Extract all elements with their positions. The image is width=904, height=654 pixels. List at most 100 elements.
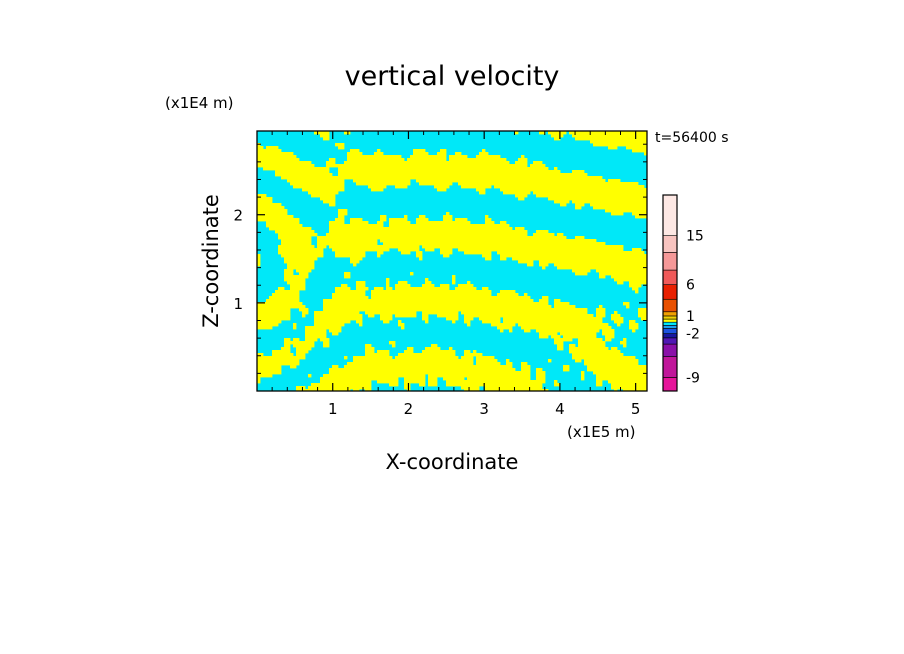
field-band <box>257 374 273 378</box>
field-band <box>575 137 647 141</box>
colorbar-tick-label: 6 <box>686 278 695 294</box>
x-tick-label: 4 <box>555 400 565 418</box>
field-band <box>569 344 576 348</box>
field-band <box>503 317 603 321</box>
colorbar-level <box>662 194 678 236</box>
field-band <box>257 260 261 264</box>
field-band <box>302 311 309 315</box>
field-band <box>563 365 570 369</box>
field-band <box>440 251 453 255</box>
field-band <box>281 254 324 258</box>
field-band <box>548 197 647 201</box>
field-band <box>611 383 647 387</box>
field-band <box>257 149 282 153</box>
field-band <box>629 326 639 330</box>
field-band <box>551 335 561 339</box>
field-band <box>440 248 453 252</box>
field-band <box>305 326 342 330</box>
colorbar-level <box>662 343 678 357</box>
field-band <box>371 296 531 300</box>
field-band <box>584 362 639 366</box>
field-band <box>296 353 306 357</box>
field-band <box>554 383 561 387</box>
field-band <box>284 269 294 273</box>
field-band <box>506 359 510 363</box>
field-band <box>575 359 582 363</box>
field-band <box>518 323 609 327</box>
field-band <box>257 155 297 159</box>
field-band <box>458 248 624 252</box>
field-band <box>338 209 348 213</box>
field-band <box>407 347 414 351</box>
colorbar-level <box>662 284 678 300</box>
field-band <box>308 386 372 390</box>
field-band <box>536 230 549 234</box>
field-band <box>482 287 489 291</box>
field-band <box>338 215 345 219</box>
field-band <box>425 281 432 285</box>
field-band <box>452 278 456 282</box>
field-band <box>329 329 342 333</box>
field-band <box>398 320 402 324</box>
field-band <box>371 188 384 192</box>
field-band <box>536 377 546 381</box>
field-band <box>638 308 647 312</box>
field-band <box>272 293 300 297</box>
field-band <box>425 320 429 324</box>
field-band <box>602 332 615 336</box>
field-band <box>257 215 294 219</box>
field-band <box>323 308 588 312</box>
field-band <box>614 278 647 282</box>
field-band <box>464 350 471 354</box>
field-band <box>554 338 573 342</box>
field-band <box>257 371 282 375</box>
field-band <box>578 341 606 345</box>
field-band <box>380 314 393 318</box>
field-band <box>350 260 360 264</box>
field-band <box>575 203 585 207</box>
field-band <box>449 155 468 159</box>
colorbar-level <box>662 235 678 253</box>
field-band <box>284 344 291 348</box>
field-band <box>326 164 528 168</box>
field-band <box>485 221 495 225</box>
field-band <box>377 221 384 225</box>
field-band <box>314 311 360 315</box>
field-band <box>338 146 345 150</box>
field-band <box>485 386 543 390</box>
field-band <box>323 137 330 141</box>
field-band <box>398 248 420 252</box>
field-band <box>605 338 612 342</box>
field-band <box>524 293 528 297</box>
field-band <box>551 134 564 138</box>
field-band <box>407 158 447 162</box>
field-band <box>377 350 390 354</box>
field-band <box>257 302 303 306</box>
field-band <box>596 269 647 273</box>
field-band <box>587 368 647 372</box>
field-band <box>476 359 498 363</box>
field-band <box>338 173 588 177</box>
field-band <box>521 326 612 330</box>
field-band <box>266 224 303 228</box>
field-band <box>485 389 549 391</box>
field-band <box>350 257 363 261</box>
field-band <box>257 320 282 324</box>
field-band <box>599 305 603 309</box>
field-band <box>554 200 570 204</box>
field-band <box>296 269 312 273</box>
field-band <box>632 248 642 252</box>
colorbar-level <box>662 325 678 329</box>
field-band <box>356 287 369 291</box>
field-band <box>644 152 647 156</box>
field-band <box>335 254 366 258</box>
field-band <box>257 200 273 204</box>
field-band <box>329 230 528 234</box>
field-band <box>404 383 411 387</box>
field-band <box>617 323 621 327</box>
field-band <box>485 215 489 219</box>
field-band <box>263 167 330 171</box>
field-band <box>395 314 417 318</box>
field-band <box>536 374 546 378</box>
colorbar-level <box>662 333 678 339</box>
